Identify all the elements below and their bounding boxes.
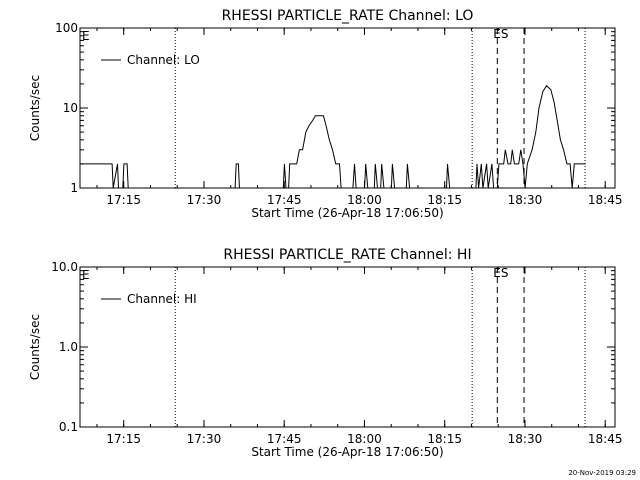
x-tick-label: 18:30 — [508, 432, 543, 446]
x-tick-label: 17:30 — [187, 432, 222, 446]
plot-frame — [79, 266, 616, 428]
chart-title: RHESSI PARTICLE_RATE Channel: HI — [223, 247, 471, 263]
hi-channel-panel: RHESSI PARTICLE_RATE Channel: HI 17:15 17:… — [28, 247, 623, 459]
y-tick-label: 100 — [55, 21, 78, 35]
x-tick-label: 18:00 — [347, 432, 382, 446]
x-tick-label: 17:45 — [267, 193, 302, 207]
x-tick-label: 18:30 — [508, 193, 543, 207]
y-tick-label: 10 — [63, 101, 78, 115]
y-tick-label: 1.0 — [59, 340, 78, 354]
y-tick-label: 1 — [70, 181, 78, 195]
x-tick-label: 18:45 — [588, 432, 623, 446]
es-marker-label: ES — [493, 27, 508, 41]
x-tick-label: 17:15 — [106, 432, 141, 446]
legend-label: Channel: HI — [127, 292, 197, 306]
legend-label: Channel: LO — [127, 53, 200, 67]
x-tick-label: 17:30 — [187, 193, 222, 207]
corner-marker-label: E — [82, 268, 90, 282]
x-axis-label: Start Time (26-Apr-18 17:06:50) — [251, 445, 443, 459]
x-tick-label: 18:45 — [588, 193, 623, 207]
plot-frame — [79, 27, 616, 189]
x-tick-label: 18:15 — [427, 432, 462, 446]
corner-marker-label: E — [82, 29, 90, 43]
series-line — [80, 84, 586, 189]
x-tick-label: 17:15 — [106, 193, 141, 207]
es-marker-label: ES — [493, 266, 508, 280]
chart-title: RHESSI PARTICLE_RATE Channel: LO — [222, 8, 474, 24]
lo-channel-panel: RHESSI PARTICLE_RATE Channel: LO 17:15 17:… — [28, 8, 623, 220]
y-tick-label: 10.0 — [51, 260, 78, 274]
x-tick-label: 17:45 — [267, 432, 302, 446]
y-tick-label: 0.1 — [59, 420, 78, 434]
x-tick-label: 18:00 — [347, 193, 382, 207]
x-tick-label: 18:15 — [427, 193, 462, 207]
x-axis-label: Start Time (26-Apr-18 17:06:50) — [251, 206, 443, 220]
y-axis-label: Counts/sec — [28, 314, 42, 380]
y-axis-label: Counts/sec — [28, 75, 42, 141]
footer-timestamp: 20-Nov-2019 03:29 — [568, 469, 636, 477]
